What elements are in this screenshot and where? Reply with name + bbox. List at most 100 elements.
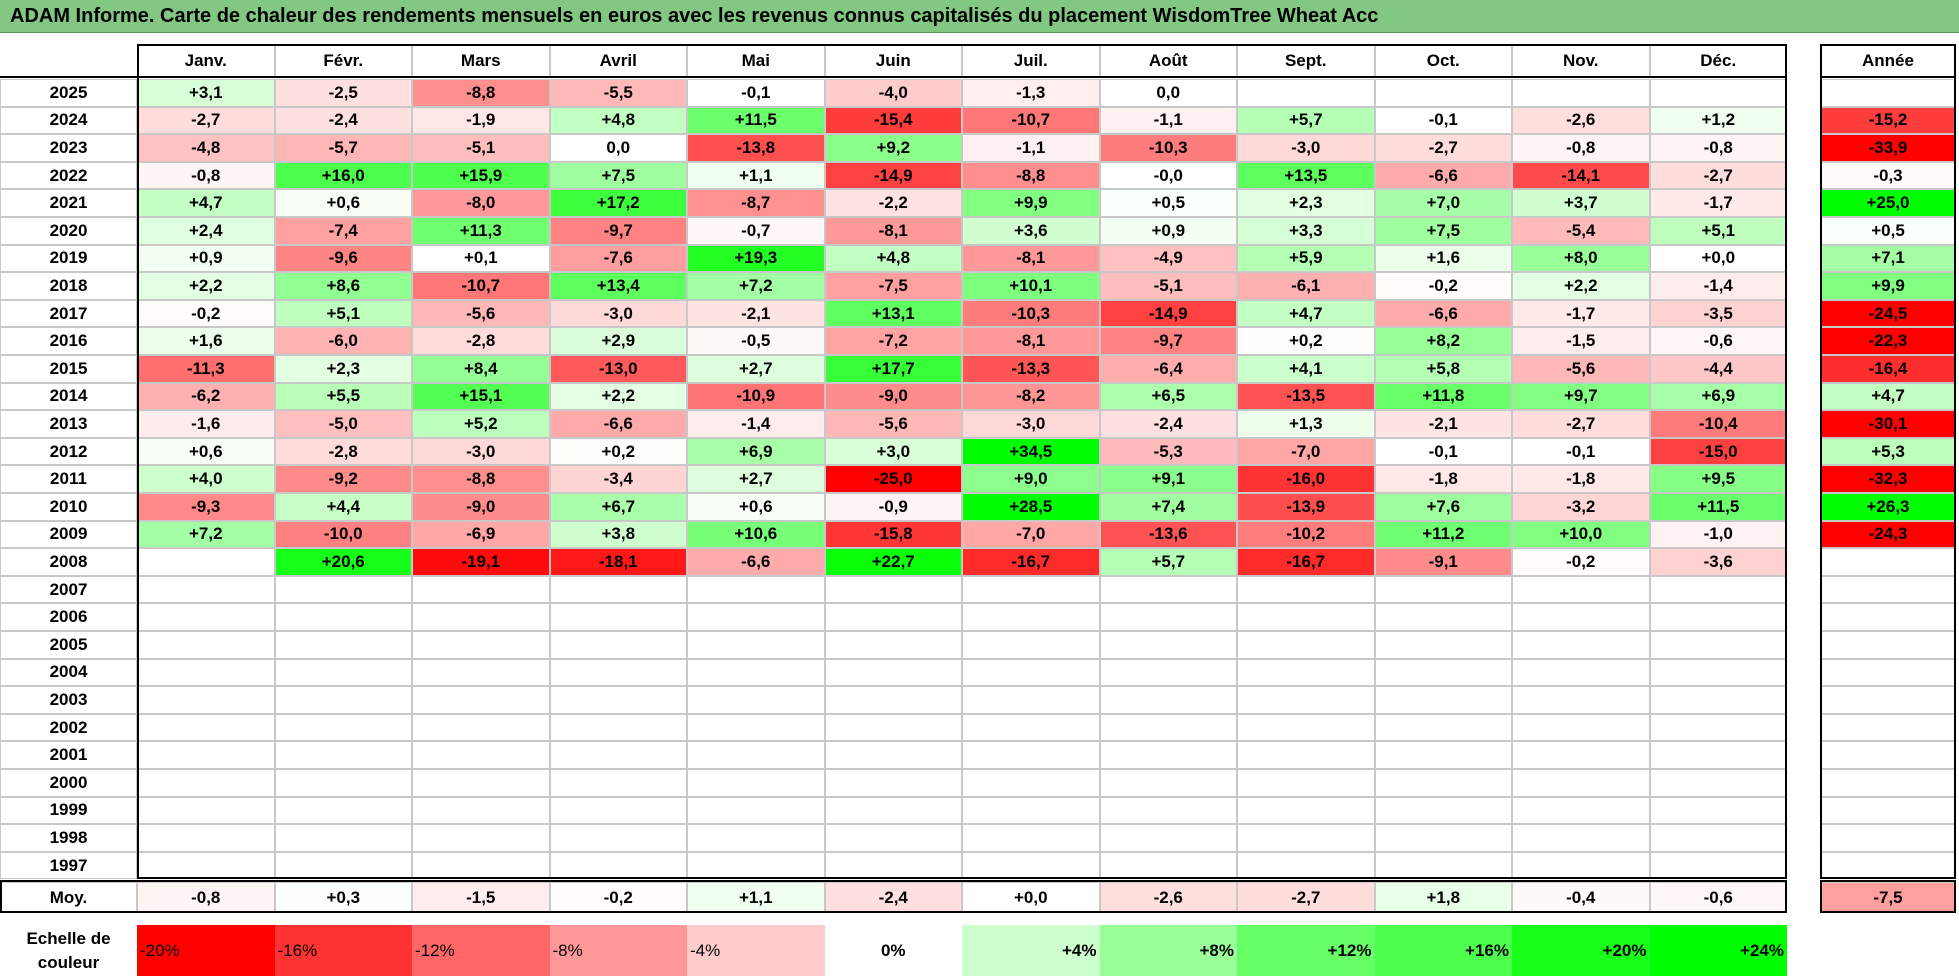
cell: +11,3 xyxy=(412,217,550,245)
month-header: Avril xyxy=(549,44,687,78)
year-label: 2011 xyxy=(0,465,137,493)
month-header: Mars xyxy=(412,44,550,78)
cell: -7,6 xyxy=(549,244,687,273)
cell: -6,4 xyxy=(1099,355,1237,383)
cell xyxy=(1237,851,1375,880)
cell xyxy=(1237,741,1375,769)
cell: -2,7 xyxy=(1512,410,1650,438)
cell: -3,2 xyxy=(1512,493,1650,521)
cell xyxy=(274,824,412,852)
cell: -15,4 xyxy=(824,106,962,135)
cell: -5,1 xyxy=(1099,272,1237,300)
cell: -10,3 xyxy=(962,299,1100,328)
month-header: Août xyxy=(1099,44,1237,78)
cell xyxy=(1512,631,1650,659)
annual-cell: -32,3 xyxy=(1820,465,1956,493)
annual-cell: +9,9 xyxy=(1820,272,1956,300)
cell: -1,8 xyxy=(1374,465,1512,493)
cell xyxy=(1512,769,1650,797)
cell xyxy=(962,631,1100,659)
cell: -0,8 xyxy=(1649,134,1787,162)
cell: -5,6 xyxy=(1512,355,1650,383)
cell: -5,6 xyxy=(824,410,962,438)
cell: -8,7 xyxy=(687,189,825,217)
cell xyxy=(1374,713,1512,742)
cell xyxy=(1649,824,1787,852)
cell: +7,2 xyxy=(687,272,825,300)
cell xyxy=(962,741,1100,769)
cell xyxy=(1649,686,1787,714)
cell: -1,9 xyxy=(412,106,550,135)
cell: -1,6 xyxy=(137,410,275,438)
cell: +8,2 xyxy=(1374,327,1512,355)
cell: -8,8 xyxy=(962,161,1100,190)
cell: -5,7 xyxy=(274,134,412,162)
year-label: 2004 xyxy=(0,658,137,687)
cell: -9,6 xyxy=(274,244,412,273)
cell: -11,3 xyxy=(137,355,275,383)
cell xyxy=(549,658,687,687)
scale-step: +20% xyxy=(1512,925,1650,976)
cell: -8,1 xyxy=(824,217,962,245)
cell: +9,1 xyxy=(1099,465,1237,493)
annual-cell: -16,4 xyxy=(1820,355,1956,383)
year-label: 2021 xyxy=(0,189,137,217)
cell xyxy=(549,713,687,742)
cell: -0,2 xyxy=(1512,548,1650,576)
cell: -0,7 xyxy=(687,217,825,245)
cell: -9,0 xyxy=(824,382,962,411)
cell: +7,5 xyxy=(1374,217,1512,245)
cell xyxy=(824,686,962,714)
cell: -9,2 xyxy=(274,465,412,493)
month-header: Juin xyxy=(824,44,962,78)
cell: +5,8 xyxy=(1374,355,1512,383)
cell: +11,5 xyxy=(1649,493,1787,521)
cell xyxy=(1237,575,1375,604)
cell xyxy=(137,575,275,604)
cell xyxy=(412,769,550,797)
cell xyxy=(1512,741,1650,769)
cell: +5,9 xyxy=(1237,244,1375,273)
cell xyxy=(412,686,550,714)
cell xyxy=(137,796,275,825)
cell: +0,5 xyxy=(1099,189,1237,217)
cell xyxy=(1374,575,1512,604)
cell: +2,2 xyxy=(1512,272,1650,300)
annual-cell: +25,0 xyxy=(1820,189,1956,217)
cell: +9,5 xyxy=(1649,465,1787,493)
cell xyxy=(1099,713,1237,742)
cell: -2,4 xyxy=(274,106,412,135)
cell: +2,7 xyxy=(687,465,825,493)
cell: -13,8 xyxy=(687,134,825,162)
cell xyxy=(962,713,1100,742)
month-header: Mai xyxy=(687,44,825,78)
year-label: 2009 xyxy=(0,520,137,549)
cell xyxy=(1512,851,1650,880)
cell xyxy=(137,603,275,631)
annual-cell: -0,3 xyxy=(1820,161,1956,190)
average-cell: -1,5 xyxy=(412,882,550,913)
cell: -7,5 xyxy=(824,272,962,300)
cell xyxy=(1649,741,1787,769)
cell: +16,0 xyxy=(274,161,412,190)
scale-step: 0% xyxy=(824,925,962,976)
cell: +8,6 xyxy=(274,272,412,300)
cell xyxy=(412,658,550,687)
cell: -4,4 xyxy=(1649,355,1787,383)
cell: -2,8 xyxy=(412,327,550,355)
annual-cell: -22,3 xyxy=(1820,327,1956,355)
cell: +9,7 xyxy=(1512,382,1650,411)
cell: +8,4 xyxy=(412,355,550,383)
average-label: Moy. xyxy=(0,882,137,913)
cell: -25,0 xyxy=(824,465,962,493)
year-label: 2000 xyxy=(0,769,137,797)
cell: -6,0 xyxy=(274,327,412,355)
cell xyxy=(1374,686,1512,714)
cell xyxy=(137,686,275,714)
cell xyxy=(549,575,687,604)
cell xyxy=(412,796,550,825)
cell: +2,3 xyxy=(1237,189,1375,217)
cell: +2,2 xyxy=(549,382,687,411)
annual-cell xyxy=(1820,575,1956,604)
cell xyxy=(1374,741,1512,769)
